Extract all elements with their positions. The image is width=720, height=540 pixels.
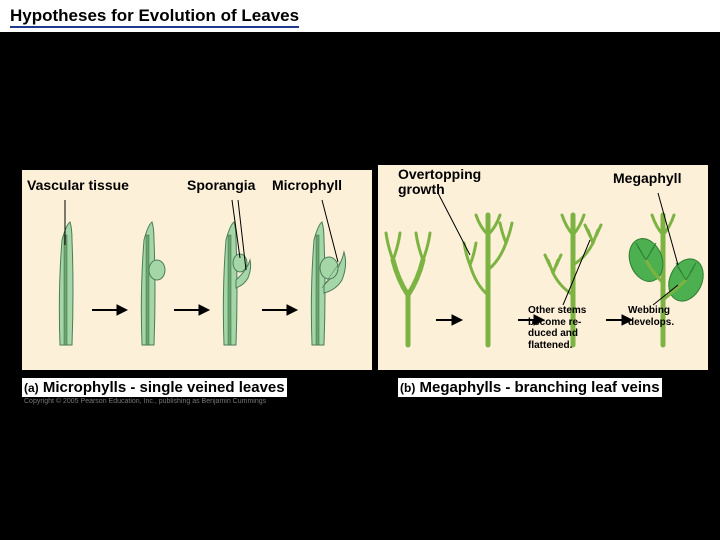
- arrow-3: [262, 305, 297, 315]
- caption-a-prefix: (a): [24, 381, 39, 395]
- label-other-stems: Other stems become re- duced and flatten…: [528, 305, 586, 351]
- caption-b-text: Megaphylls - branching leaf veins: [420, 379, 660, 396]
- stage-3: [223, 222, 250, 345]
- label-microphyll: Microphyll: [272, 178, 342, 193]
- label-vascular: Vascular tissue: [27, 178, 129, 193]
- caption-a: (a) Microphylls - single veined leaves: [22, 378, 287, 397]
- arrow-b1: [436, 315, 462, 325]
- panel-microphylls: Vascular tissue Sporangia Microphyll: [22, 170, 372, 370]
- caption-b: (b) Megaphylls - branching leaf veins: [398, 378, 662, 397]
- leader-overtopping: [438, 193, 470, 255]
- panel-megaphylls: Overtopping growth Megaphyll Other stems…: [378, 165, 708, 370]
- arrow-2: [174, 305, 209, 315]
- page-title: Hypotheses for Evolution of Leaves: [10, 6, 299, 28]
- label-webbing: Webbing develops.: [628, 305, 674, 328]
- leader-other: [563, 240, 590, 305]
- stage-b1: [386, 233, 430, 345]
- caption-a-text: Microphylls - single veined leaves: [43, 379, 285, 396]
- label-sporangia: Sporangia: [187, 178, 255, 193]
- title-bar: Hypotheses for Evolution of Leaves: [0, 0, 720, 32]
- arrow-1: [92, 305, 127, 315]
- caption-b-prefix: (b): [400, 381, 415, 395]
- panel-a-svg: [22, 170, 372, 370]
- stage-2: [141, 222, 165, 345]
- label-overtopping: Overtopping growth: [398, 167, 481, 198]
- stage-b2: [464, 215, 512, 345]
- stage-1: [59, 222, 73, 345]
- stage-4: [311, 222, 345, 345]
- copyright: Copyright © 2005 Pearson Education, Inc.…: [24, 398, 266, 405]
- label-megaphyll: Megaphyll: [613, 171, 681, 186]
